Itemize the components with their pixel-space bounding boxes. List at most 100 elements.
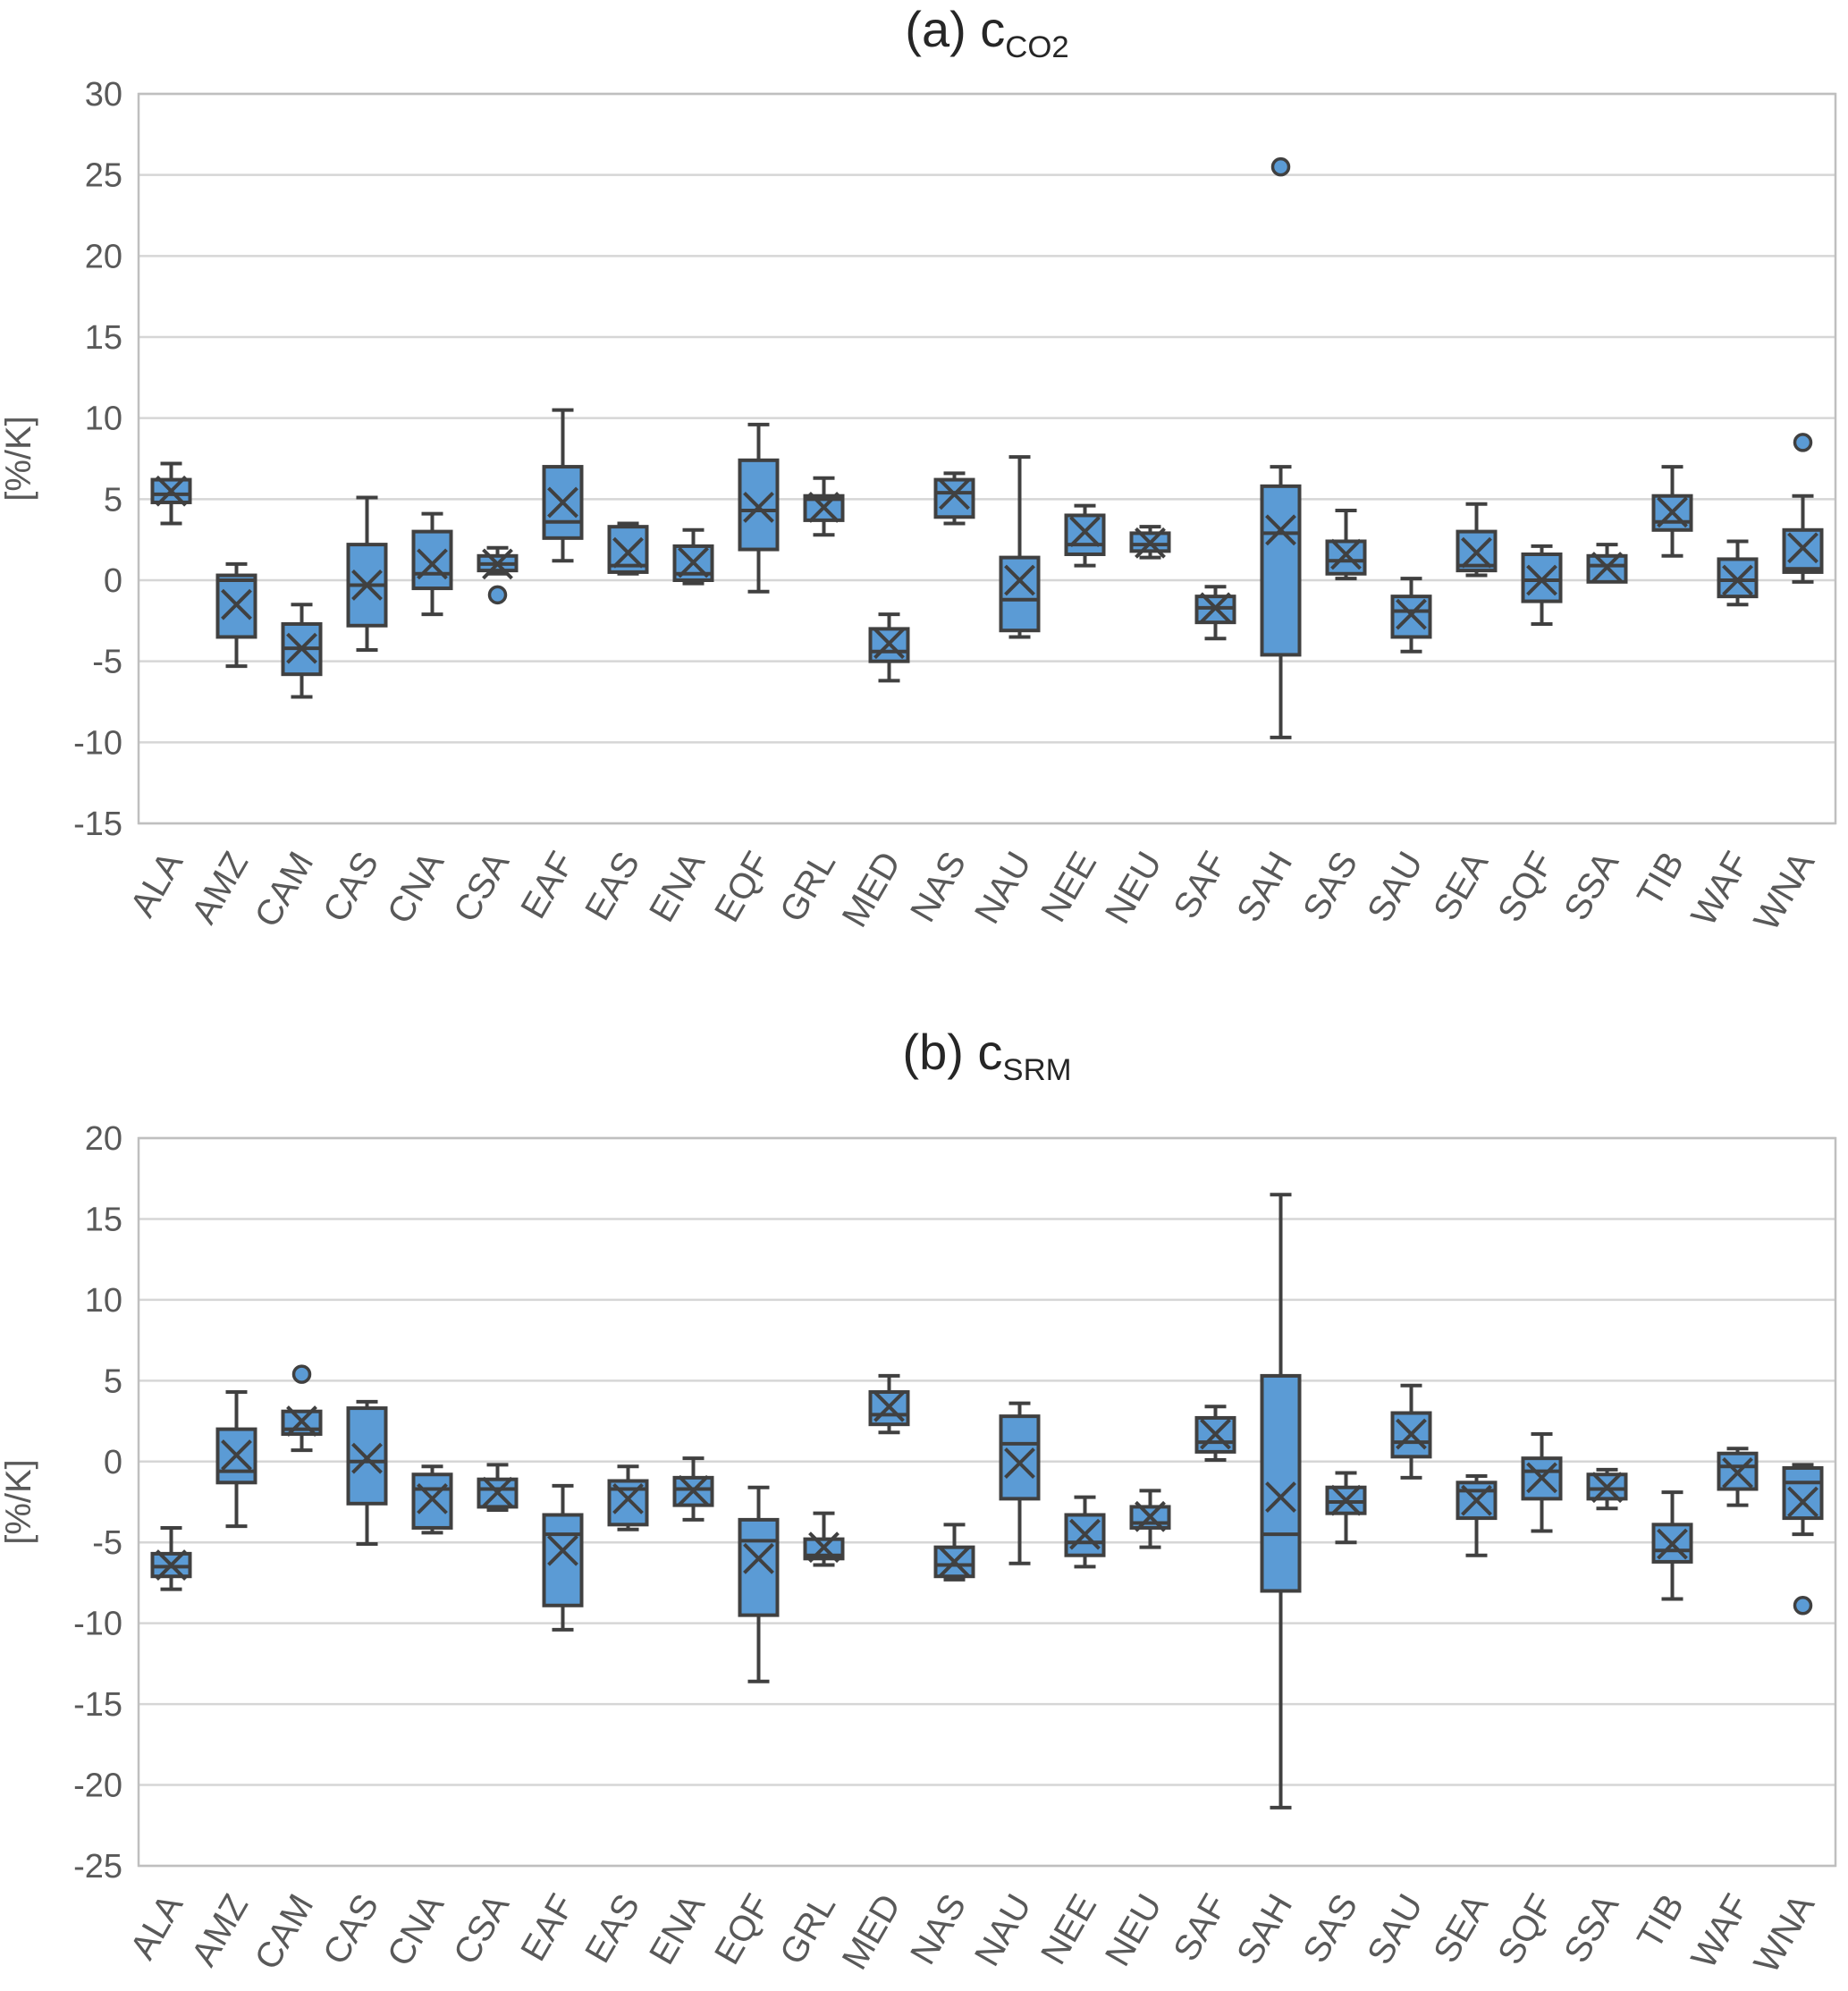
box-NAS — [933, 477, 975, 519]
y-tick-label: -25 — [73, 1848, 122, 1886]
y-tick-label: 5 — [104, 481, 122, 519]
x-label-SAU: SAU — [1360, 846, 1430, 929]
x-label-CNA: CNA — [380, 1887, 451, 1972]
panel-b-title-subscript: SRM — [1002, 1053, 1072, 1088]
y-axis-title: [%/K] — [0, 416, 38, 502]
x-label-SAH: SAH — [1229, 1888, 1300, 1971]
x-label-TIB: TIB — [1630, 846, 1692, 914]
x-label-WAF: WAF — [1683, 846, 1757, 933]
mean-marker-SEA — [1461, 1484, 1492, 1516]
x-label-EAF: EAF — [513, 1888, 582, 1968]
x-label-CAM: CAM — [248, 1888, 322, 1977]
mean-marker-CAS — [351, 1442, 383, 1474]
outlier-WNA — [1793, 1596, 1813, 1616]
x-label-SSA: SSA — [1557, 1887, 1626, 1970]
mean-marker-NAU — [1004, 564, 1035, 596]
x-label-SEA: SEA — [1426, 1887, 1496, 1970]
mean-marker-ENA — [678, 1474, 709, 1506]
x-label-EQF: EQF — [707, 846, 778, 929]
mean-marker-SAS — [1330, 538, 1362, 570]
mean-marker-EAS — [612, 1482, 644, 1514]
x-label-SAF: SAF — [1166, 1888, 1235, 1968]
mean-marker-TIB — [1657, 1528, 1688, 1560]
mean-marker-SQF — [1526, 1462, 1557, 1494]
plot-border — [137, 92, 1837, 825]
mean-marker-NEU — [1135, 527, 1166, 559]
y-axis-title: [%/K] — [0, 1459, 38, 1545]
box-NEE — [1064, 513, 1106, 556]
x-label-CAM: CAM — [248, 846, 322, 934]
mean-marker-CSA — [482, 548, 513, 580]
mean-marker-ALA — [156, 475, 187, 507]
x-label-CSA: CSA — [446, 1887, 517, 1971]
x-label-SAS: SAS — [1295, 1888, 1365, 1970]
mean-marker-MED — [873, 1390, 905, 1422]
x-label-ALA: ALA — [122, 845, 190, 924]
mean-marker-NEE — [1069, 1518, 1101, 1550]
x-label-ALA: ALA — [122, 1887, 190, 1966]
x-label-MED: MED — [835, 846, 909, 934]
outlier-CAM — [291, 1364, 312, 1384]
outlier-WNA — [1793, 433, 1813, 452]
panel-a-title-subscript: CO2 — [1005, 30, 1069, 65]
y-tick-label: -10 — [73, 724, 122, 762]
mean-marker-WNA — [1787, 1486, 1818, 1518]
mean-marker-SAU — [1396, 1418, 1427, 1450]
mean-marker-TIB — [1657, 496, 1688, 528]
x-label-AMZ: AMZ — [184, 846, 256, 931]
x-label-WNA: WNA — [1747, 845, 1823, 937]
panel-a-title-text: (a) c — [905, 1, 1006, 57]
mean-marker-CSA — [482, 1476, 513, 1508]
mean-marker-SAF — [1200, 592, 1231, 624]
mean-marker-ALA — [156, 1549, 187, 1581]
mean-marker-SAH — [1265, 1481, 1296, 1513]
mean-marker-EQF — [743, 491, 774, 523]
x-label-ENA: ENA — [642, 1887, 713, 1971]
outlier-SAH — [1270, 156, 1291, 177]
box-WNA — [1782, 1466, 1824, 1521]
y-tick-label: 20 — [85, 1120, 122, 1158]
mean-marker-EQF — [743, 1542, 774, 1574]
mean-marker-SEA — [1461, 536, 1492, 569]
mean-marker-WAF — [1722, 564, 1753, 596]
mean-marker-NAU — [1004, 1447, 1035, 1480]
mean-marker-AMZ — [221, 1439, 252, 1471]
x-label-AMZ: AMZ — [184, 1888, 256, 1973]
x-label-NAS: NAS — [903, 846, 974, 929]
y-tick-label: 0 — [104, 562, 122, 600]
x-label-SSA: SSA — [1557, 845, 1626, 927]
panel-b-chart: 20151050-5-10-15-20-25[%/K]ALAAMZCAMCASC… — [0, 1120, 1837, 1979]
y-tick-label: 5 — [104, 1362, 122, 1400]
x-label-TIB: TIB — [1630, 1888, 1692, 1956]
x-label-CAS: CAS — [316, 846, 386, 929]
box-SAH — [1260, 484, 1302, 657]
box-NAU — [999, 1414, 1041, 1501]
mean-marker-CAM — [286, 632, 317, 664]
x-label-NAU: NAU — [967, 846, 1039, 931]
x-label-SAU: SAU — [1360, 1888, 1430, 1971]
y-tick-label: -15 — [73, 1686, 122, 1724]
mean-marker-SAF — [1200, 1418, 1231, 1450]
x-label-NAU: NAU — [967, 1888, 1039, 1973]
mean-marker-CNA — [417, 1482, 448, 1514]
y-tick-label: 10 — [85, 1282, 122, 1320]
x-label-GRL: GRL — [772, 1888, 843, 1971]
mean-marker-WAF — [1722, 1457, 1753, 1489]
x-label-ENA: ENA — [642, 845, 713, 929]
mean-marker-SAU — [1396, 598, 1427, 630]
mean-marker-SQF — [1526, 564, 1557, 596]
mean-marker-EAS — [612, 536, 644, 569]
mean-marker-CNA — [417, 548, 448, 580]
mean-marker-NEE — [1069, 516, 1101, 548]
mean-marker-NEU — [1135, 1500, 1166, 1532]
x-label-CAS: CAS — [316, 1888, 386, 1971]
box-EQF — [738, 458, 780, 552]
x-label-NEU: NEU — [1098, 846, 1169, 931]
x-label-SAH: SAH — [1229, 846, 1300, 929]
x-label-NEU: NEU — [1098, 1888, 1169, 1973]
mean-marker-SSA — [1591, 552, 1623, 583]
plot-border — [137, 1136, 1837, 1868]
y-tick-label: 15 — [85, 1201, 122, 1238]
x-label-EAS: EAS — [578, 1888, 647, 1970]
x-label-CNA: CNA — [380, 845, 451, 930]
